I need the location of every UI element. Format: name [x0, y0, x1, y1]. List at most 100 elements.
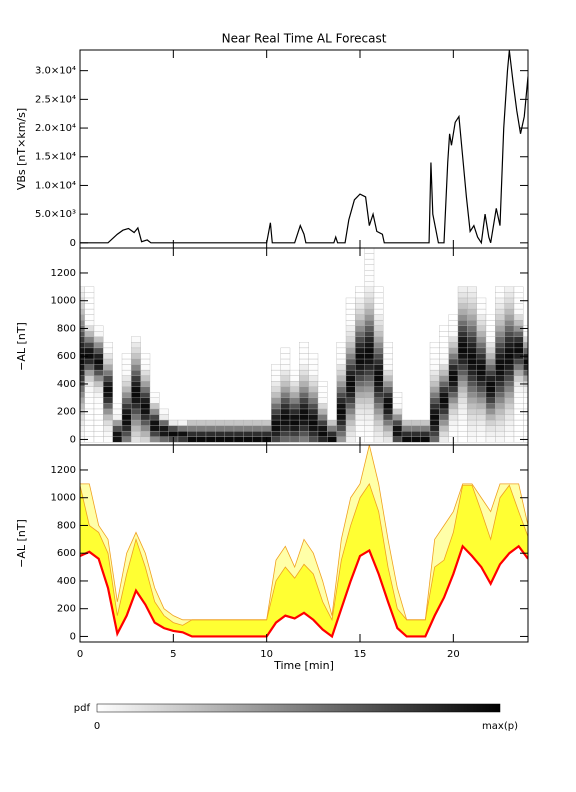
- pdf-cell: [299, 369, 309, 376]
- pdf-cell: [513, 342, 524, 349]
- pdf-cell: [448, 358, 459, 365]
- pdf-cell: [523, 430, 528, 437]
- pdf-cell: [467, 347, 477, 354]
- colorbar-label: pdf: [74, 703, 91, 714]
- pdf-cell: [495, 353, 505, 360]
- pdf-cell: [523, 419, 528, 426]
- pdf-cell: [112, 436, 123, 443]
- pdf-cell: [308, 358, 319, 365]
- pdf-cell: [355, 430, 365, 437]
- pdf-cell: [121, 397, 132, 404]
- pdf-cell: [429, 408, 440, 415]
- pdf-cell: [467, 386, 477, 393]
- pdf-cell: [205, 425, 216, 432]
- pdf-cell: [504, 430, 515, 437]
- pdf-cell: [448, 353, 459, 360]
- pdf-cell: [168, 430, 179, 437]
- pdf-cell: [485, 414, 496, 421]
- pdf-cell: [168, 425, 179, 432]
- pdf-cell: [439, 331, 449, 337]
- pdf-cell: [439, 425, 449, 432]
- pdf-cell: [457, 292, 468, 299]
- pdf-cell: [364, 414, 375, 421]
- pdf-cell: [383, 358, 393, 365]
- pdf-cell: [280, 408, 291, 415]
- pdf-cell: [196, 436, 207, 443]
- pdf-cell: [429, 347, 440, 354]
- pdf-cell: [215, 430, 225, 437]
- pdf-cell: [103, 358, 113, 365]
- pdf-cell: [495, 308, 505, 315]
- pdf-cell: [121, 358, 132, 365]
- panel: 0 200 400 600 800 1000 1200 0 5 10 15 20 −AL [nT] Tim…: [15, 444, 529, 672]
- y-tick-label: 1200: [51, 465, 76, 476]
- pdf-cell: [457, 408, 468, 415]
- pdf-cell: [308, 381, 319, 387]
- pdf-cell: [93, 331, 104, 337]
- pdf-cell: [80, 336, 85, 343]
- pdf-cell: [336, 353, 347, 360]
- pdf-cell: [495, 414, 505, 421]
- pdf-cell: [504, 286, 515, 293]
- pdf-cell: [299, 342, 309, 349]
- pdf-cell: [140, 353, 151, 360]
- pdf-cell: [523, 369, 528, 376]
- pdf-cell: [485, 331, 496, 337]
- pdf-cell: [457, 419, 468, 426]
- pdf-cell: [93, 419, 104, 426]
- pdf-cell: [485, 386, 496, 393]
- pdf-cell: [457, 358, 468, 365]
- pdf-cell: [345, 408, 356, 415]
- pdf-cell: [168, 419, 179, 426]
- pdf-cell: [80, 286, 85, 293]
- pdf-cell: [495, 392, 505, 398]
- pdf-cell: [345, 347, 356, 354]
- pdf-cell: [299, 353, 309, 360]
- pdf-cell: [112, 425, 123, 432]
- pdf-cell: [448, 381, 459, 387]
- pdf-cell: [364, 408, 375, 415]
- pdf-cell: [373, 397, 384, 404]
- pdf-cell: [476, 419, 487, 426]
- pdf-cell: [355, 319, 365, 326]
- pdf-cell: [513, 375, 524, 382]
- pdf-cell: [112, 403, 123, 410]
- pdf-cell: [121, 369, 132, 376]
- pdf-cell: [289, 414, 300, 421]
- pdf-cell: [205, 419, 216, 426]
- pdf-cell: [364, 358, 375, 365]
- pdf-cell: [103, 381, 113, 387]
- pdf-cell: [140, 392, 151, 398]
- pdf-cell: [280, 364, 291, 371]
- pdf-cell: [364, 314, 375, 321]
- pdf-cell: [355, 286, 365, 293]
- pdf-cell: [364, 342, 375, 349]
- pdf-cell: [476, 397, 487, 404]
- pdf-cell: [439, 397, 449, 404]
- pdf-cell: [392, 397, 403, 404]
- pdf-cell: [373, 292, 384, 299]
- pdf-cell: [513, 336, 524, 343]
- pdf-cell: [271, 436, 281, 443]
- pdf-cell: [429, 397, 440, 404]
- pdf-cell: [140, 358, 151, 365]
- pdf-cell: [149, 397, 160, 404]
- pdf-cell: [80, 392, 85, 398]
- pdf-cell: [523, 336, 528, 343]
- pdf-cell: [383, 414, 393, 421]
- pdf-cell: [93, 336, 104, 343]
- pdf-cell: [308, 353, 319, 360]
- pdf-cell: [355, 314, 365, 321]
- pdf-cell: [523, 403, 528, 410]
- pdf-cell: [467, 308, 477, 315]
- pdf-cell: [308, 386, 319, 393]
- pdf-cell: [177, 430, 188, 437]
- pdf-cell: [308, 403, 319, 410]
- y-tick-label: 5.0×10³: [35, 209, 76, 220]
- pdf-cell: [121, 375, 132, 382]
- pdf-cell: [280, 419, 291, 426]
- pdf-cell: [364, 297, 375, 304]
- pdf-cell: [140, 364, 151, 371]
- pdf-cell: [504, 331, 515, 337]
- y-tick-label: 400: [57, 379, 76, 390]
